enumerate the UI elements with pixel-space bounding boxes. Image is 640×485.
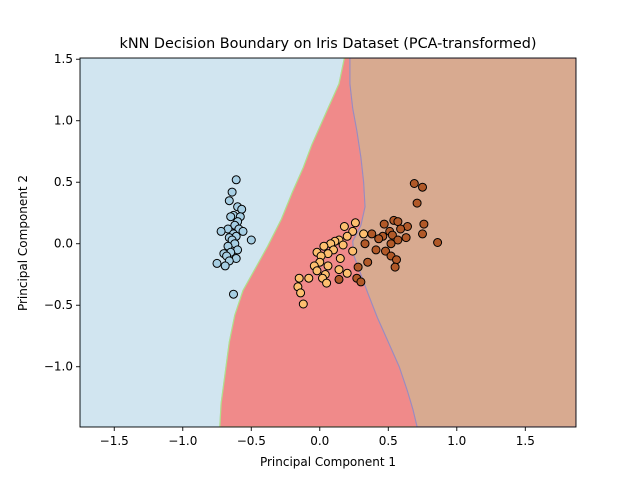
y-tick-label: 1.5 xyxy=(54,52,73,66)
data-point-class-2-1 xyxy=(350,218,360,228)
data-point-class-1-7 xyxy=(226,212,236,222)
data-point-class-1-13 xyxy=(216,226,226,236)
x-tick-label: 1.0 xyxy=(447,434,466,448)
y-tick-label: 0.0 xyxy=(54,237,73,251)
x-axis: −1.5 −1.0 −0.5 0.0 0.5 1.0 1.5 xyxy=(100,427,535,448)
data-point-class-3-29 xyxy=(390,262,400,272)
y-tick-label: 0.5 xyxy=(54,175,73,189)
data-point-class-3-28 xyxy=(356,277,366,287)
data-point-class-3-18 xyxy=(360,239,370,249)
y-tick-label: −0.5 xyxy=(44,298,73,312)
data-point-class-3-19 xyxy=(433,238,443,247)
data-point-class-3-4 xyxy=(393,217,403,227)
x-tick-label: 1.5 xyxy=(516,434,535,448)
data-point-class-2-22 xyxy=(294,273,304,283)
decision-regions xyxy=(80,58,576,427)
data-point-class-2-17 xyxy=(334,265,344,275)
x-tick-label: −1.5 xyxy=(100,434,129,448)
data-point-class-3-11 xyxy=(387,230,397,240)
data-point-class-2-24 xyxy=(322,278,332,288)
x-tick-label: −1.0 xyxy=(168,434,197,448)
data-point-class-3-24 xyxy=(363,257,373,267)
x-axis-label: Principal Component 1 xyxy=(260,455,396,469)
data-point-class-3-20 xyxy=(371,245,381,255)
data-point-class-1-1 xyxy=(227,187,237,197)
data-point-class-3-6 xyxy=(419,219,429,229)
data-point-class-2-20 xyxy=(342,268,352,278)
decision-region-3 xyxy=(349,58,576,427)
data-points xyxy=(212,175,443,309)
x-tick-label: 0.5 xyxy=(379,434,398,448)
data-point-class-3-14 xyxy=(393,235,403,245)
chart-title: kNN Decision Boundary on Iris Dataset (P… xyxy=(119,36,536,52)
x-tick-label: −0.5 xyxy=(237,434,266,448)
data-point-class-3-5 xyxy=(379,219,389,229)
data-point-class-3-1 xyxy=(418,182,427,192)
data-point-class-3-10 xyxy=(367,229,377,239)
y-axis: −1.0 −0.5 0.0 0.5 1.0 1.5 xyxy=(44,52,80,374)
data-point-class-2-26 xyxy=(296,288,306,298)
data-point-class-3-27 xyxy=(334,274,344,284)
data-point-class-1-0 xyxy=(231,175,241,185)
data-point-class-1-12 xyxy=(238,226,248,236)
data-point-class-2-29 xyxy=(359,229,369,239)
plot-frame xyxy=(79,57,577,428)
data-point-class-2-21 xyxy=(304,273,314,283)
data-point-class-1-4 xyxy=(237,204,247,214)
data-point-class-2-28 xyxy=(348,246,358,256)
data-point-class-2-8 xyxy=(319,241,329,251)
data-point-class-3-16 xyxy=(418,229,427,239)
data-point-class-3-15 xyxy=(374,234,384,244)
data-point-class-2-16 xyxy=(323,261,333,271)
data-point-class-2-3 xyxy=(342,231,352,241)
data-point-class-3-17 xyxy=(386,239,396,249)
data-point-class-3-8 xyxy=(396,224,406,234)
data-point-class-2-18 xyxy=(312,266,322,276)
y-axis-label: Principal Component 2 xyxy=(16,175,30,311)
data-point-class-3-13 xyxy=(401,233,411,243)
y-tick-label: −1.0 xyxy=(44,360,73,374)
data-point-class-1-29 xyxy=(229,289,238,299)
data-point-class-2-2 xyxy=(348,226,358,236)
data-point-class-1-18 xyxy=(246,235,256,245)
y-tick-label: 1.0 xyxy=(54,114,73,128)
data-point-class-2-6 xyxy=(338,240,348,250)
data-point-class-1-2 xyxy=(224,196,234,206)
data-point-class-3-21 xyxy=(381,246,390,256)
data-point-class-1-27 xyxy=(212,258,222,268)
data-point-class-3-25 xyxy=(353,262,363,272)
x-tick-label: 0.0 xyxy=(310,434,329,448)
data-point-class-2-27 xyxy=(298,299,308,309)
data-point-class-3-0 xyxy=(409,179,419,188)
data-point-class-2-0 xyxy=(339,222,349,231)
data-point-class-2-13 xyxy=(335,254,345,263)
data-point-class-1-28 xyxy=(220,261,230,271)
data-point-class-3-23 xyxy=(392,255,401,265)
data-point-class-3-2 xyxy=(412,198,422,208)
